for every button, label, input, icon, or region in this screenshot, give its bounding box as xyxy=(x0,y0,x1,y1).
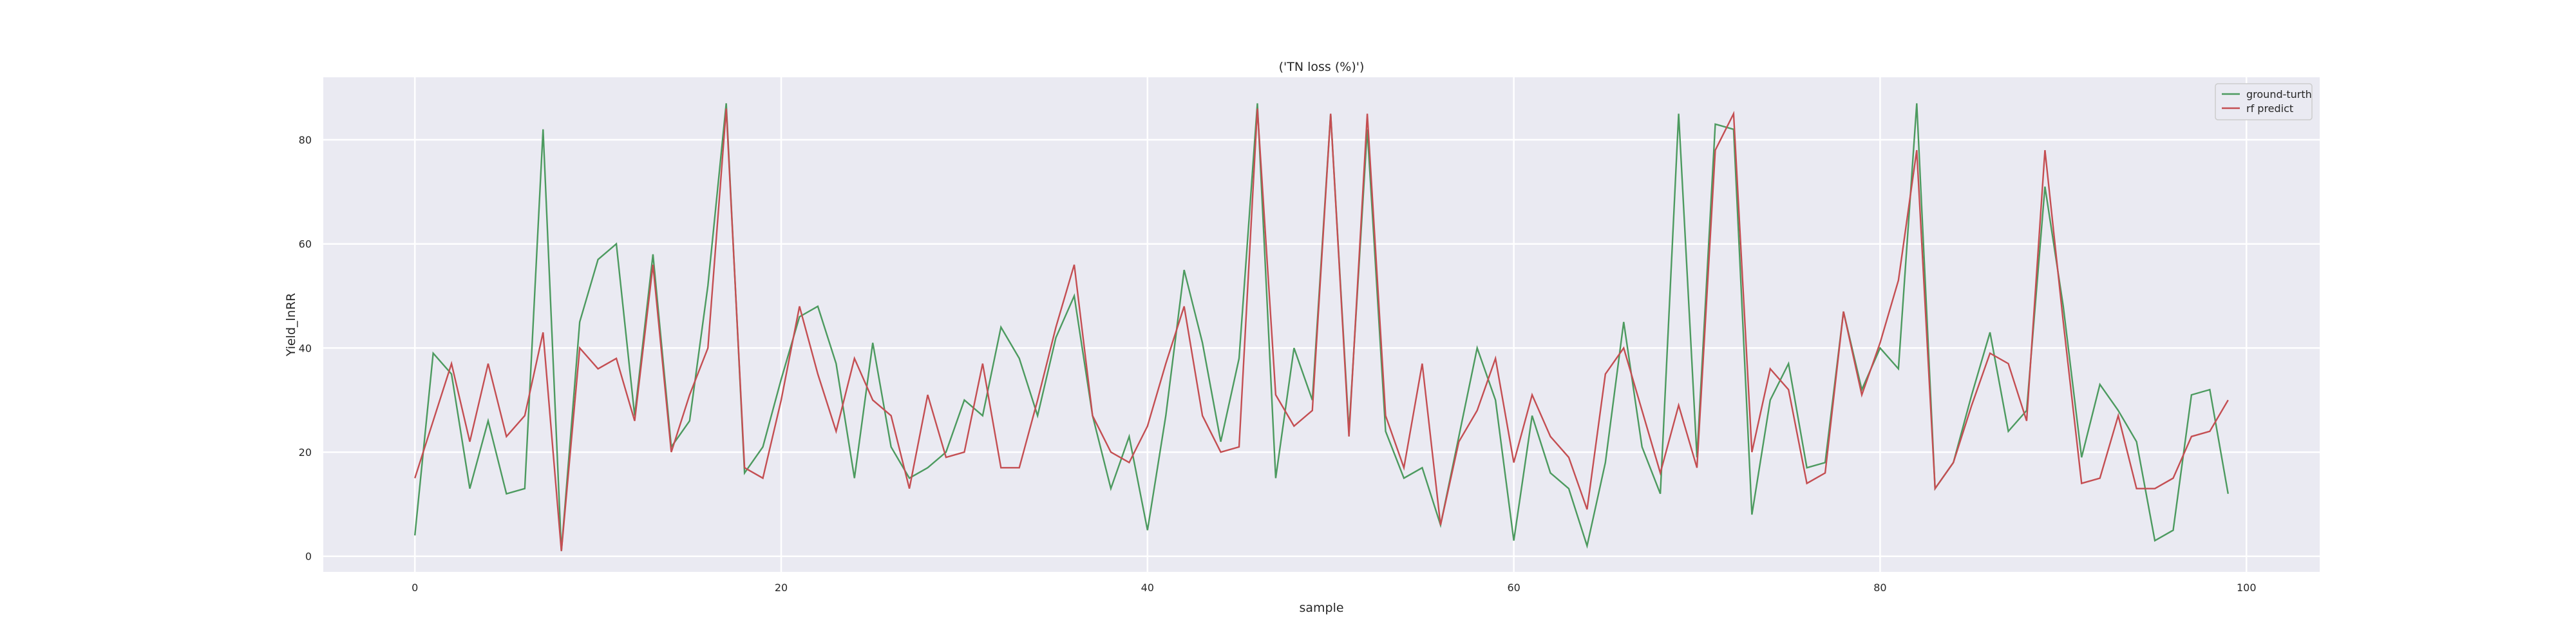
x-tick-label: 80 xyxy=(1873,582,1886,594)
x-tick-label: 20 xyxy=(775,582,788,594)
y-tick-label: 40 xyxy=(299,342,312,354)
series-layer xyxy=(414,103,2229,551)
y-tick-label: 60 xyxy=(299,238,312,251)
x-tick-label: 60 xyxy=(1507,582,1520,594)
x-tick-label: 100 xyxy=(2237,582,2257,594)
legend-label-ground-truth: ground-turth xyxy=(2246,88,2312,100)
grid xyxy=(323,77,2320,572)
y-tick-label: 80 xyxy=(299,134,312,146)
y-tick-label: 20 xyxy=(299,446,312,459)
plot-area xyxy=(323,77,2320,572)
legend-label-rf-predict: rf predict xyxy=(2246,102,2293,115)
x-axis-label: sample xyxy=(1299,601,1343,615)
y-tick-label: 0 xyxy=(305,551,312,563)
x-tick-label: 0 xyxy=(412,582,418,594)
x-tick-label: 40 xyxy=(1141,582,1154,594)
series-line-rf-predict xyxy=(414,108,2229,551)
legend: ground-turth rf predict xyxy=(2215,83,2313,120)
y-axis-label: Yield_lnRR xyxy=(284,293,298,357)
legend-box xyxy=(2215,83,2313,120)
axis-ticks: 0 20 40 60 80 100 0 20 40 60 80 xyxy=(299,134,2257,594)
chart-title: ('TN loss (%)') xyxy=(1279,60,1365,74)
